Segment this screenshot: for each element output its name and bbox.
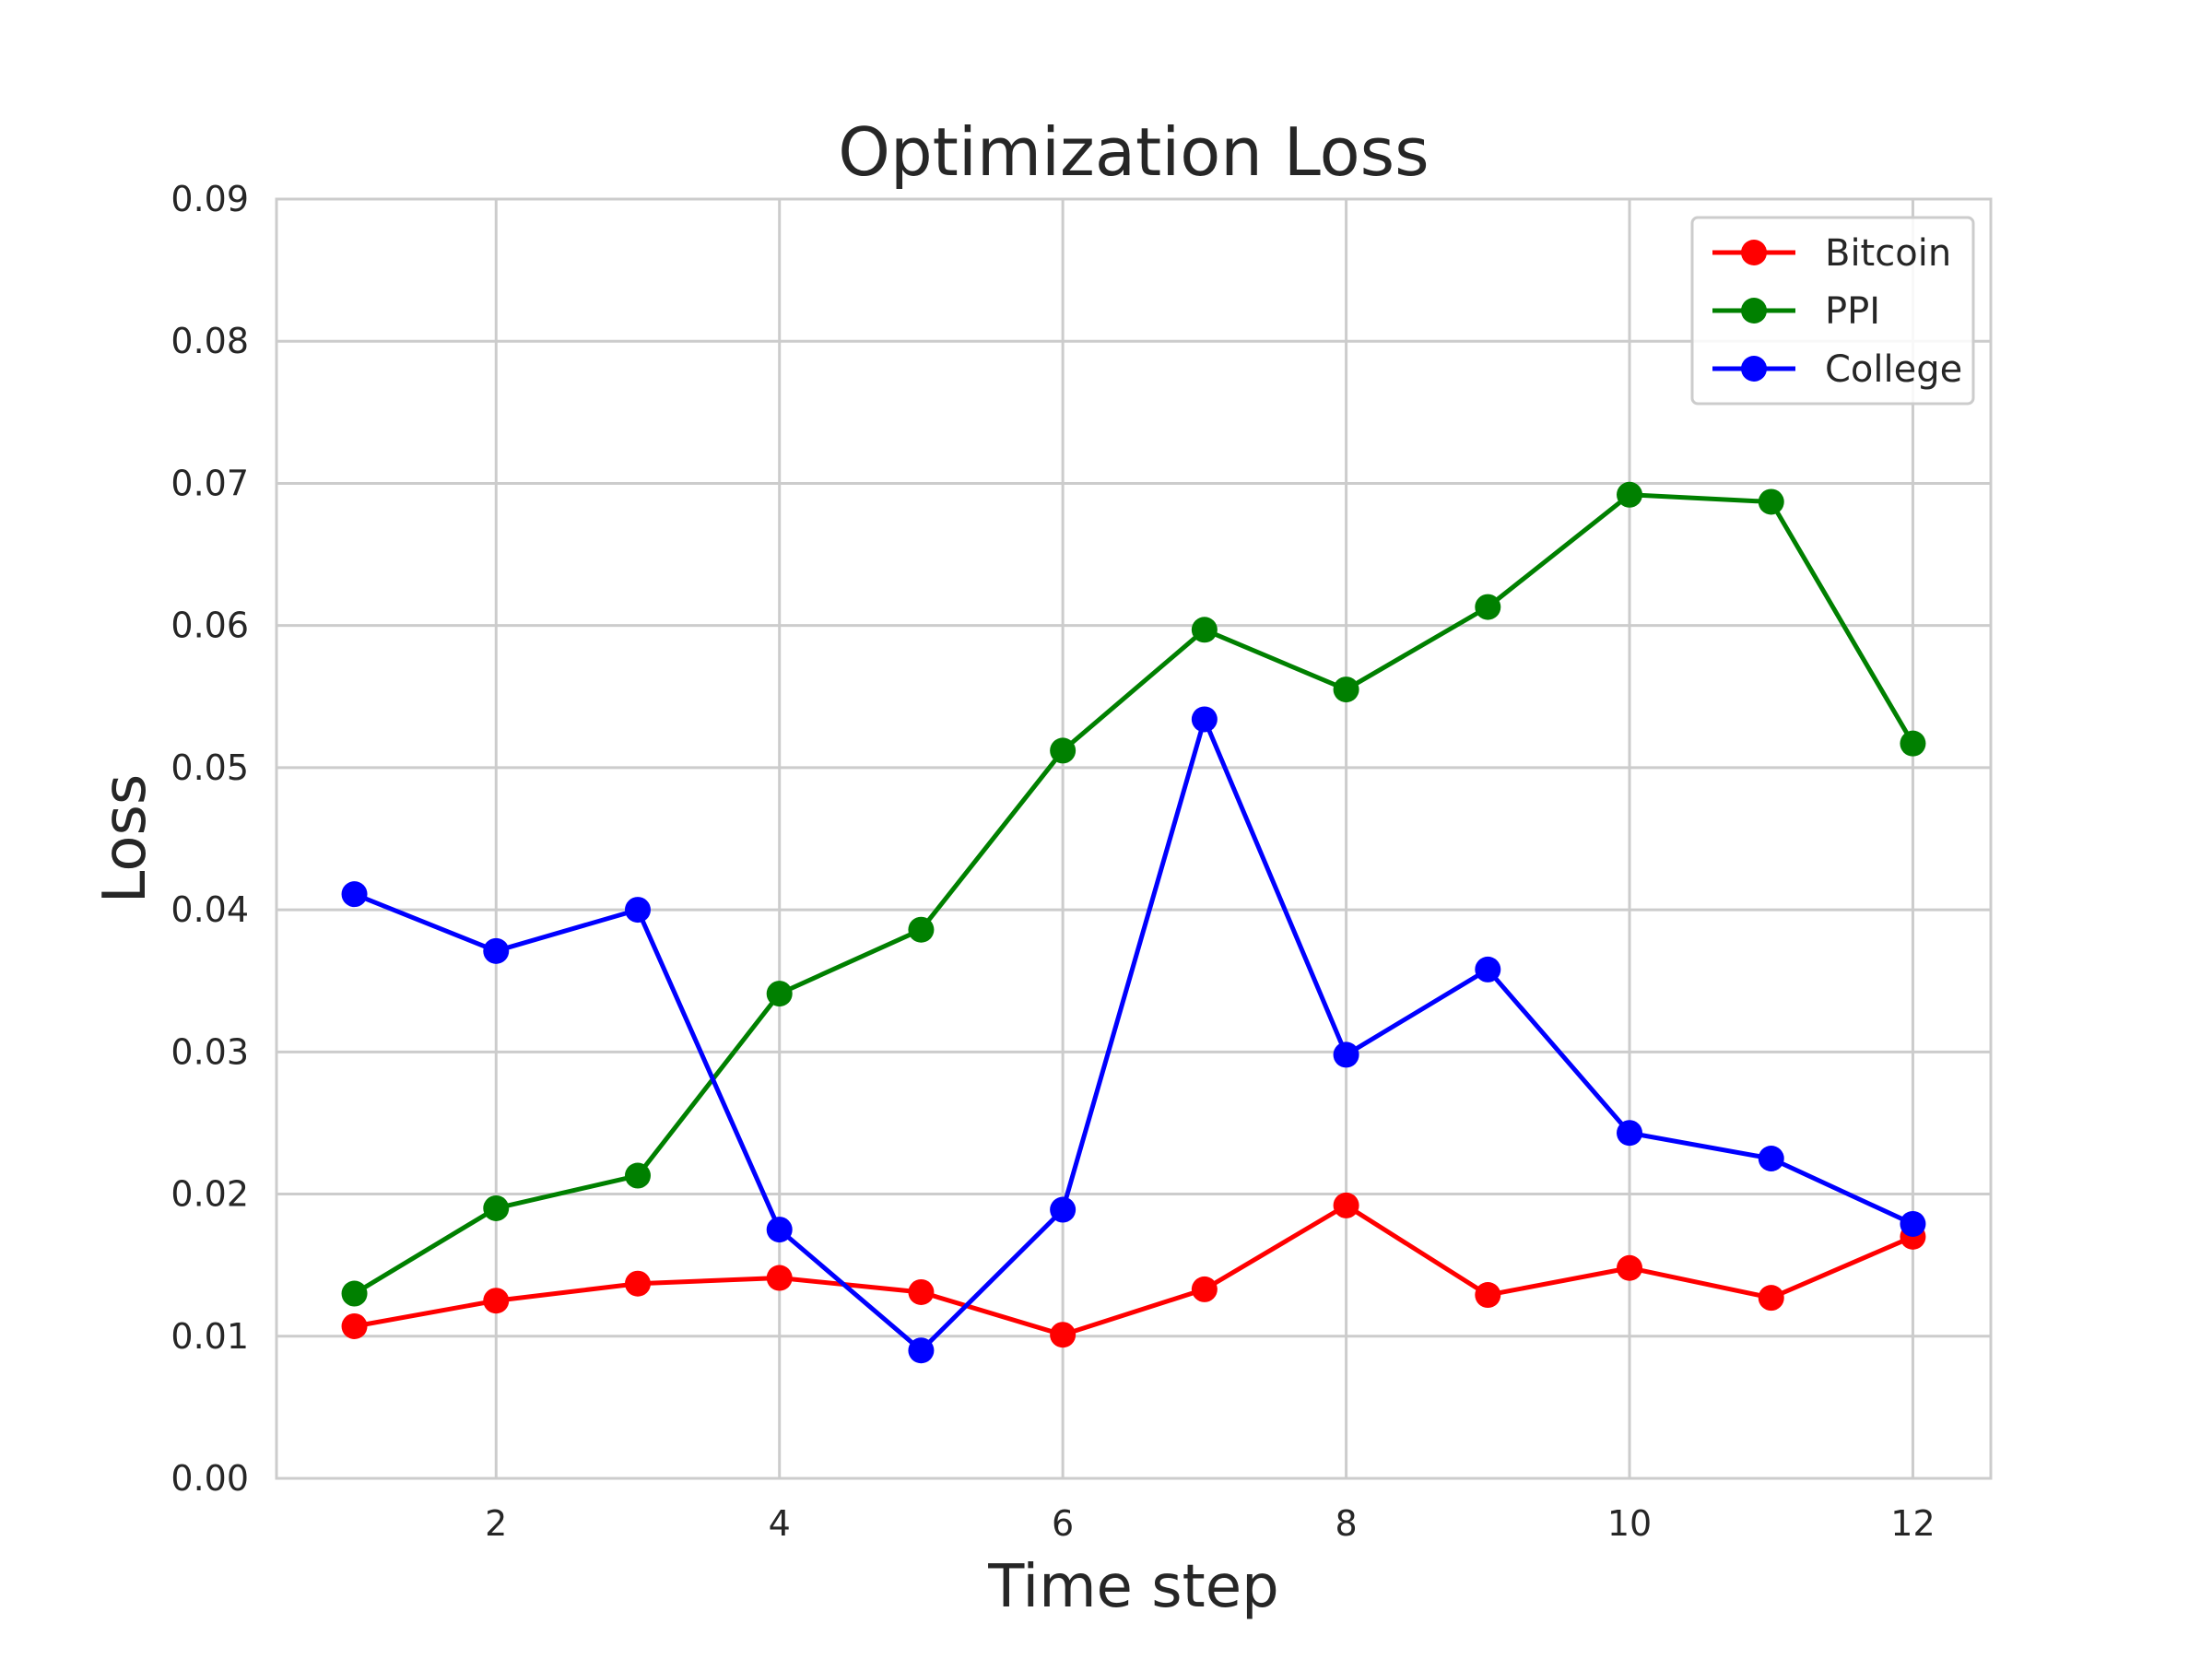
x-tick-label: 4 [769,1503,791,1544]
y-axis-title: Loss [91,774,159,903]
legend-bitcoin-marker [1741,240,1767,265]
ppi-point [1617,481,1643,508]
ppi-point [1475,594,1501,620]
ppi-point [1333,677,1359,703]
college-point [624,897,651,924]
bitcoin-point [483,1288,510,1314]
y-tick-label: 0.03 [171,1031,249,1072]
college-line [353,716,1914,1353]
x-tick-label: 10 [1607,1503,1652,1544]
college-point [1191,706,1218,733]
bitcoin-line [354,1203,1914,1337]
college-point [1333,1041,1359,1068]
x-tick-label: 2 [485,1503,507,1544]
y-tick-label: 0.04 [171,889,249,930]
legend-ppi-marker [1741,298,1767,324]
chart-title: Optimization Loss [838,113,1429,191]
legend-college-marker [1741,356,1767,382]
legend-ppi-label: PPI [1825,290,1880,333]
series-college [341,706,1926,1364]
series-layer [341,481,1926,1364]
legend-college-label: College [1825,348,1962,391]
x-tick-label: 12 [1890,1503,1935,1544]
series-bitcoin [341,1192,1926,1348]
y-tick-label: 0.01 [171,1316,249,1357]
y-tick-label: 0.06 [171,606,249,646]
bitcoin-point [1475,1282,1501,1309]
ppi-point [483,1194,510,1221]
y-tick-label: 0.07 [171,463,249,503]
ppi-point [1050,737,1077,764]
bitcoin-point [1758,1285,1784,1312]
ppi-point [1191,617,1218,643]
y-tick-label: 0.09 [171,179,249,219]
legend-bitcoin-label: Bitcoin [1825,232,1951,275]
bitcoin-point [1191,1276,1218,1302]
ppi-point [1900,730,1926,757]
legend-box [1690,216,1975,406]
college-point [908,1337,935,1364]
y-tick-label: 0.08 [171,321,249,361]
ppi-point [624,1162,651,1189]
bitcoin-point [908,1278,935,1305]
legend: Bitcoin PPI College [1690,216,1975,406]
x-tick-labels: 2 4 6 8 10 12 [485,1503,1935,1544]
bitcoin-point [1617,1254,1643,1281]
bitcoin-point [766,1265,793,1291]
bitcoin-point [1050,1322,1077,1348]
ppi-point [341,1280,368,1307]
ppi-point [766,981,793,1007]
x-tick-label: 6 [1052,1503,1074,1544]
y-tick-label: 0.00 [171,1458,249,1499]
y-tick-label: 0.02 [171,1174,249,1215]
plot-background [276,199,1991,1478]
college-point [1050,1196,1077,1223]
college-point [1900,1210,1926,1237]
college-point [766,1217,793,1243]
ppi-point [908,916,935,943]
ppi-point [1758,488,1784,515]
bitcoin-point [1333,1192,1359,1218]
college-point [1617,1120,1643,1147]
ppi-line [353,492,1915,1296]
college-point [1475,956,1501,982]
bitcoin-point [624,1270,651,1297]
x-axis-title: Time step [987,1553,1278,1621]
plot-frame [275,197,1993,1480]
y-tick-labels: 0.00 0.01 0.02 0.03 0.04 0.05 0.06 0.07 0.08 0.09 [171,179,249,1499]
college-point [1758,1146,1784,1171]
y-tick-label: 0.05 [171,747,249,788]
x-tick-label: 8 [1335,1503,1357,1544]
bitcoin-point [341,1312,368,1339]
college-point [341,881,368,908]
series-ppi [341,481,1926,1307]
college-point [483,937,510,964]
